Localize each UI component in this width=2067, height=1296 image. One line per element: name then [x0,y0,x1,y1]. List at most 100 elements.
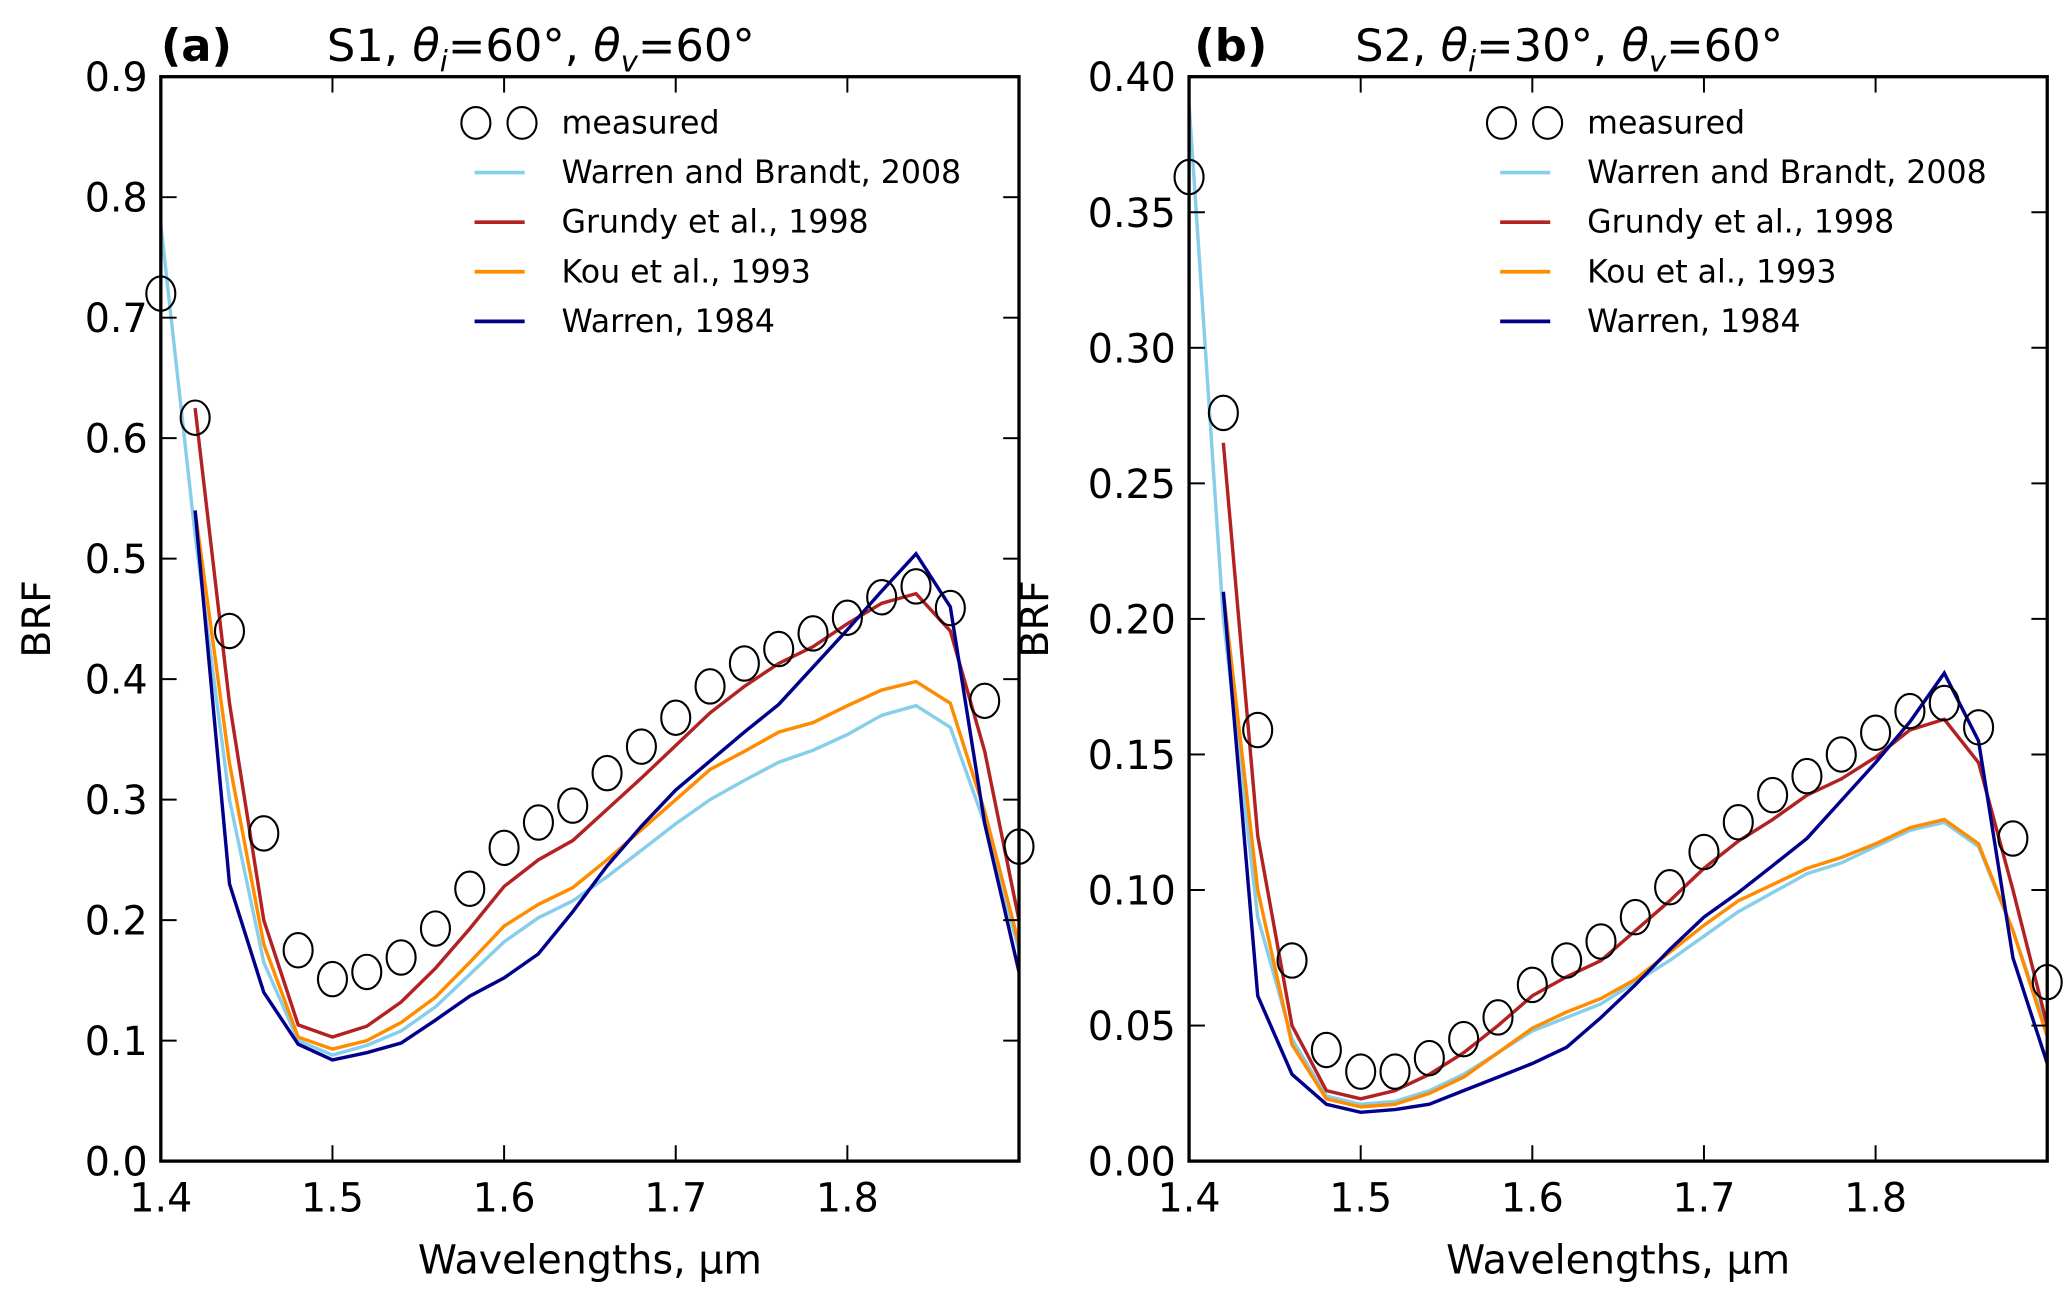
y-tick-label: 0.25 [1088,462,1176,508]
legend-label: Warren, 1984 [1587,304,1800,340]
series-line-warren-1984 [193,510,1019,1062]
measured-point [900,568,932,605]
measured-point [213,612,246,650]
y-tick-label: 0.30 [1088,326,1176,372]
legend-label-measured: measured [1587,106,1745,142]
measured-point [557,787,589,824]
title-subscript: i [1468,44,1476,78]
y-tick-label: 0.05 [1088,1004,1176,1050]
title-value: =60° [638,19,755,72]
title-prefix: S1, [327,19,412,72]
y-tick-label: 0.8 [85,176,148,222]
chart-title: S1, θi=60°, θv=60° [327,19,755,79]
measured-point [797,615,829,652]
y-tick-label: 0.0 [85,1140,148,1186]
title-value: =60° [1666,19,1783,72]
measured-point [1860,714,1892,752]
legend-label: Grundy et al., 1998 [1587,205,1894,241]
chart-title: S2, θi=30°, θv=60° [1355,19,1783,79]
series-group [160,224,1019,1062]
legend-label: Kou et al., 1993 [1587,254,1836,290]
legend-label: Grundy et al., 1998 [562,205,869,241]
measured-point [934,589,966,627]
measured-point [1894,692,1926,730]
title-theta: θ [1441,19,1468,72]
y-tick-label: 0.4 [85,658,148,704]
legend: measured Warren and Brandt, 2008 Grundy et… [460,106,961,340]
measured-point [419,910,451,947]
measured-point [831,599,863,636]
title-theta: θ [1622,19,1649,72]
measured-point [694,668,726,705]
measured-point [625,728,657,765]
y-tick-label: 0.20 [1088,597,1176,643]
measured-point [351,953,383,991]
x-tick-label: 1.8 [816,1175,879,1221]
series-line-warren-and-brandt-2008 [1189,103,2048,1106]
measured-point [1345,1053,1377,1090]
y-axis-label: BRF [14,580,60,658]
y-tick-label: 0.5 [85,537,148,583]
y-axis-label: BRF [1012,580,1058,658]
legend-label: Kou et al., 1993 [562,254,811,290]
y-tick-label: 0.6 [85,417,148,463]
measured-point [454,870,486,908]
x-tick-label: 1.4 [129,1175,192,1221]
title-value: =60°, [448,19,593,72]
legend-label: Warren and Brandt, 2008 [1587,155,1987,191]
title-subscript: v [621,44,639,78]
y-tick-label: 0.2 [85,899,148,945]
measured-point [1928,684,1960,722]
measured-point [1654,869,1686,906]
x-tick-label: 1.7 [644,1175,707,1221]
legend-marker-measured [1532,106,1564,140]
x-tick-label: 1.7 [1673,1175,1736,1221]
series-line-kou-et-al-1993 [1221,591,2048,1109]
measured-point [866,578,898,616]
panel-b: 1.4 1.5 1.6 1.7 1.8 0.00 0.05 0.10 0.15 0.20 0.25 0… [1012,19,2063,1284]
measured-point [763,630,795,668]
measured-points [1173,158,2063,1090]
measured-point [1963,709,1995,746]
panel-letter: (a) [161,19,232,72]
measured-point [1482,999,1514,1036]
measured-point [1757,776,1789,814]
measured-point [1551,942,1583,979]
legend-marker-measured [506,106,538,140]
y-tick-label: 0.3 [85,778,148,824]
measured-point [1722,803,1754,841]
x-tick-label: 1.5 [301,1175,364,1221]
y-tick-label: 0.40 [1088,55,1176,101]
measured-point [1379,1053,1411,1090]
y-tick-label: 0.9 [85,55,148,101]
measured-point [282,932,314,969]
series-line-kou-et-al-1993 [193,510,1019,1051]
title-theta: θ [412,19,439,72]
x-axis-label: Wavelengths, μm [1446,1237,1790,1283]
measured-point [728,645,760,682]
axes-frame [159,75,1021,1163]
x-tick-label: 1.8 [1844,1175,1907,1221]
y-tick-label: 0.10 [1088,868,1176,914]
title-prefix: S2, [1355,19,1440,72]
measured-point [1619,898,1651,936]
measured-point [522,804,554,841]
series-group [1189,103,2048,1115]
x-axis-label: Wavelengths, μm [418,1237,762,1283]
panel-letter: (b) [1194,19,1267,72]
measured-point [1413,1039,1445,1077]
measured-point [1448,1020,1480,1058]
measured-point [1688,833,1720,871]
y-tick-label: 0.1 [85,1019,148,1065]
measured-point [1276,942,1308,979]
x-tick-label: 1.6 [473,1175,536,1221]
measured-point [385,939,417,976]
title-theta: θ [593,19,620,72]
legend-marker-measured [1485,106,1518,140]
x-tick-label: 1.5 [1329,1175,1392,1221]
legend-label: Warren, 1984 [562,304,775,340]
x-tick-label: 1.6 [1501,1175,1564,1221]
measured-point [1825,736,1857,773]
y-tick-label: 0.35 [1088,191,1176,237]
